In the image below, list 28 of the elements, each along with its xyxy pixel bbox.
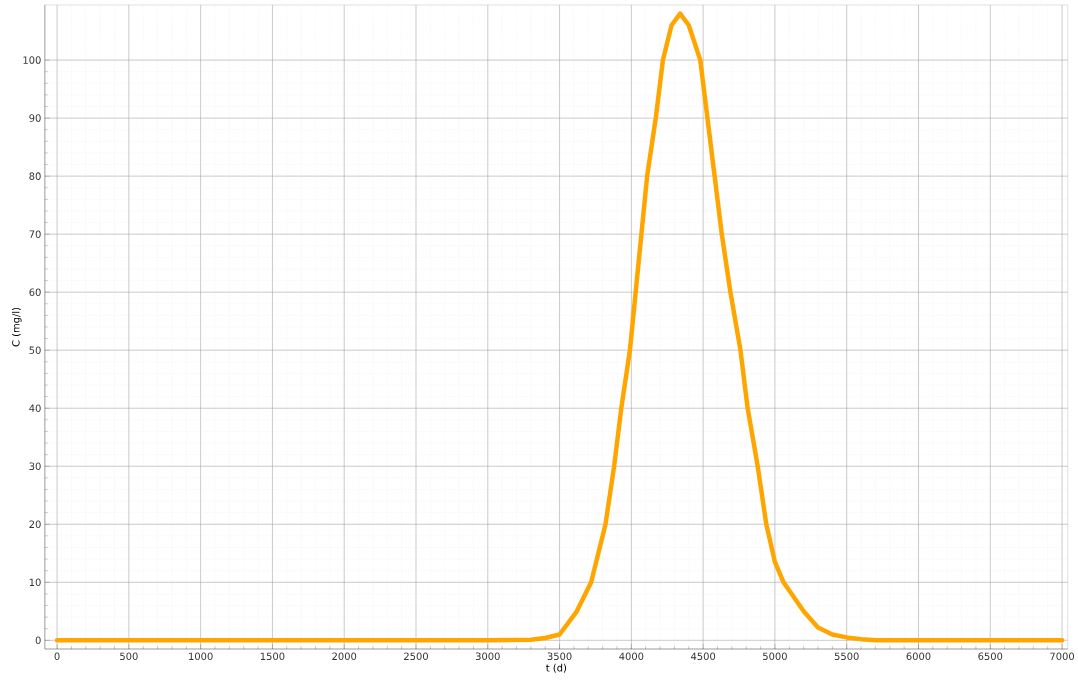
x-tick-label: 3500	[547, 652, 572, 661]
x-tick-label: 2500	[404, 652, 428, 661]
y-tick-label: 20	[29, 520, 41, 529]
y-axis-title: C (mg/l)	[11, 307, 22, 347]
y-tick-label: 0	[35, 636, 41, 645]
x-tick-label: 2000	[332, 652, 357, 661]
x-tick-label: 7000	[1050, 652, 1075, 661]
x-tick-label: 5500	[834, 652, 859, 661]
x-tick-label: 0	[54, 652, 60, 661]
x-axis-title: t (d)	[546, 663, 567, 673]
y-tick-label: 50	[29, 346, 41, 354]
x-tick-label: 3000	[475, 652, 500, 661]
x-tick-label: 6500	[978, 652, 1003, 661]
x-tick-label: 4000	[619, 652, 644, 661]
x-tick-label: 5000	[763, 652, 787, 661]
y-tick-label: 90	[29, 114, 41, 122]
x-tick-label: 6000	[906, 652, 931, 661]
y-tick-label: 70	[29, 230, 41, 238]
y-tick-label: 60	[29, 288, 41, 296]
x-tick-label: 1000	[189, 652, 213, 661]
x-tick-label: 4500	[690, 652, 716, 661]
x-tick-label: 500	[120, 652, 138, 661]
y-tick-label: 40	[29, 404, 41, 413]
x-tick-label: 1500	[260, 652, 285, 661]
y-tick-label: 100	[23, 56, 41, 64]
y-tick-label: 30	[29, 462, 41, 471]
y-tick-label: 80	[29, 172, 41, 180]
y-tick-label: 10	[29, 578, 41, 587]
